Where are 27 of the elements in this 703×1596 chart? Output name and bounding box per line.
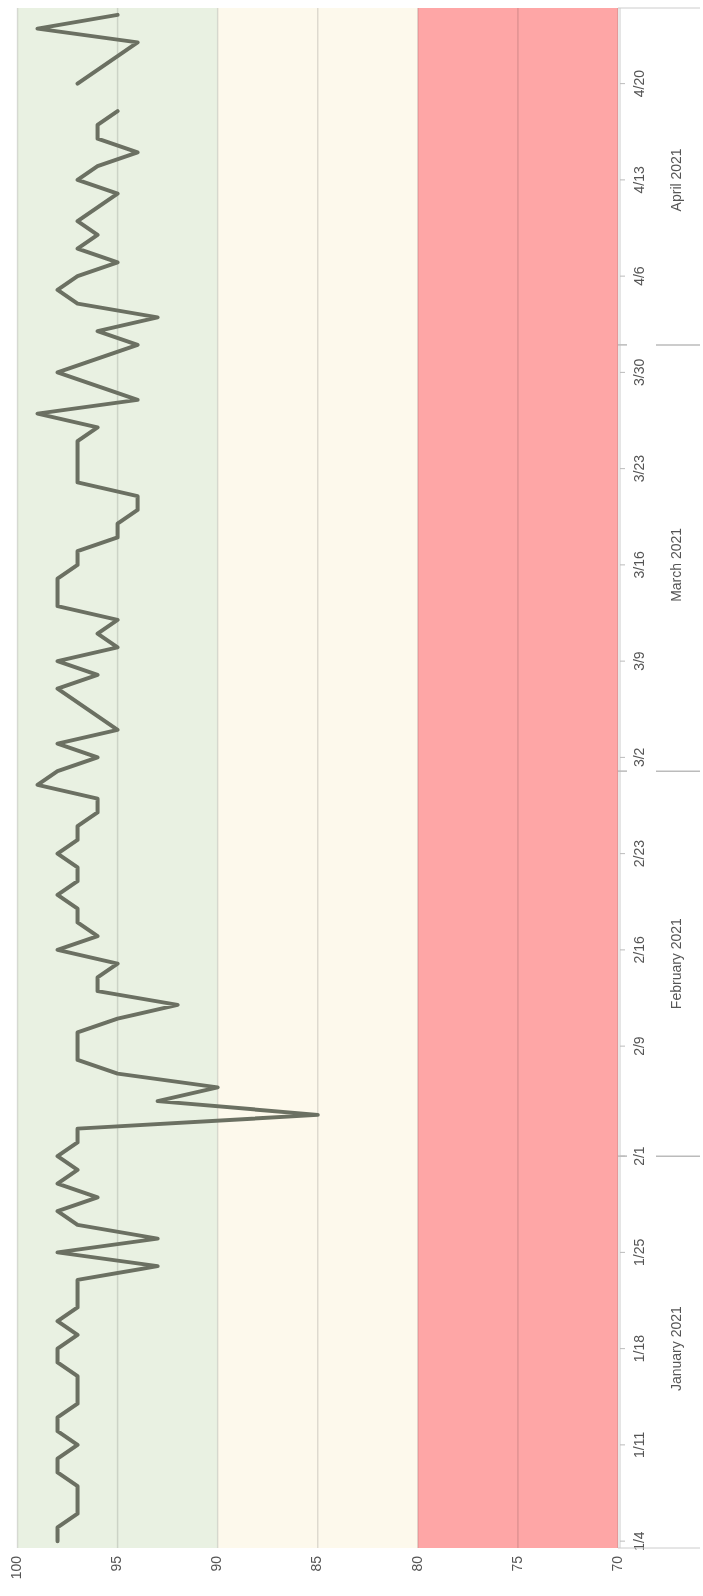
y-tick-label: 3/30: [631, 358, 647, 386]
y-tick-label: 4/6: [631, 266, 647, 286]
y-tick-label: 1/4: [631, 1531, 647, 1551]
y-tick-label: 2/1: [631, 1146, 647, 1166]
y2-tick-label: April 2021: [668, 148, 684, 212]
x-tick-label: 70: [608, 1555, 625, 1572]
y-tick-label: 4/13: [631, 166, 647, 194]
x-tick-label: 85: [308, 1555, 325, 1572]
y-tick-label: 3/16: [631, 551, 647, 579]
y2-tick-label: January 2021: [668, 1305, 684, 1392]
x-tick-label: 95: [108, 1555, 125, 1572]
y2-tick-label: February 2021: [668, 917, 684, 1010]
y-tick-label: 3/2: [631, 747, 647, 768]
y-tick-label: 1/18: [631, 1334, 647, 1363]
y-tick-label: 3/9: [631, 651, 647, 671]
y-tick-label: 1/11: [631, 1431, 647, 1458]
y-tick-label: 3/23: [631, 454, 647, 483]
y2-tick-label: March 2021: [668, 527, 684, 602]
y-tick-label: 2/23: [631, 839, 647, 868]
y-tick-label: 2/16: [631, 936, 647, 964]
x-tick-label: 75: [508, 1555, 525, 1572]
y-tick-label: 2/9: [631, 1036, 647, 1056]
x-tick-label: 100: [8, 1555, 25, 1580]
y-tick-label: 1/25: [631, 1238, 647, 1266]
x-tick-label: 80: [408, 1555, 425, 1572]
y-tick-label: 4/20: [631, 69, 647, 98]
x-tick-label: 90: [208, 1555, 225, 1572]
